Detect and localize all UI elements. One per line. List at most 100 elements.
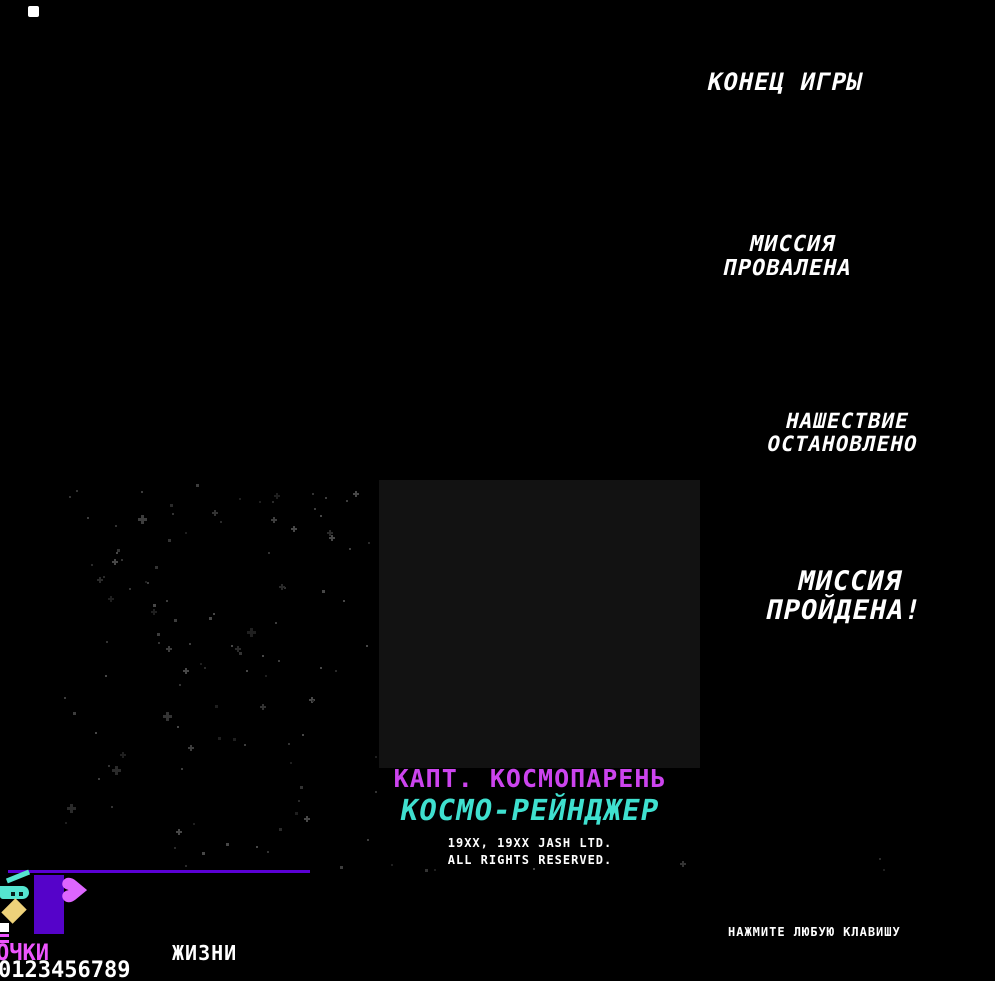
star-dot [322, 590, 325, 593]
star-dot [209, 617, 212, 620]
life-heart-icon: ♥ [56, 874, 96, 906]
star-dot [141, 518, 144, 521]
star-dot [70, 807, 73, 810]
star-dot [121, 559, 123, 561]
star-dot [349, 548, 351, 550]
star-dot [682, 863, 684, 865]
star-dot [99, 579, 101, 581]
star-dot [166, 600, 168, 602]
star-dot [196, 484, 199, 487]
star-dot [290, 762, 292, 764]
star-dot [244, 744, 246, 746]
star-dot [189, 643, 191, 645]
cursor-square-sprite [28, 6, 39, 17]
star-dot [343, 600, 345, 602]
star-dot [375, 791, 377, 793]
star-dot [425, 869, 428, 872]
star-dot [117, 549, 120, 552]
star-dot [320, 667, 322, 669]
star-dot [95, 732, 97, 734]
mission-passed-text: МИССИЯ ПРОЙДЕНА! [762, 566, 925, 627]
star-dot [204, 667, 206, 669]
star-dot [157, 633, 160, 636]
ship-fin [5, 869, 31, 884]
ship-window [11, 892, 15, 896]
star-dot [170, 504, 173, 507]
star-dot [279, 828, 282, 831]
star-dot [281, 586, 283, 588]
star-dot [879, 858, 881, 860]
star-dot [276, 495, 278, 497]
star-dot [262, 706, 264, 708]
star-dot [302, 734, 304, 736]
captain-name-text: КАПТ. КОСМОПАРЕНЬ [393, 764, 667, 793]
star-dot [262, 655, 264, 657]
star-dot [278, 660, 280, 662]
star-dot [325, 497, 327, 499]
star-dot [200, 663, 202, 665]
ship-window [19, 892, 23, 896]
star-dot [129, 588, 131, 590]
star-dot [108, 765, 110, 767]
star-dot [65, 822, 67, 824]
star-dot [220, 521, 222, 523]
star-dot [272, 501, 274, 503]
star-dot [218, 737, 221, 740]
star-dot [375, 756, 377, 758]
star-dot [331, 537, 333, 539]
star-dot [312, 493, 314, 495]
mini-ship-sprite [0, 923, 9, 946]
star-dot [116, 552, 118, 554]
star-dot [202, 852, 205, 855]
star-dot [155, 566, 158, 569]
star-dot [147, 582, 149, 584]
star-dot [250, 631, 253, 634]
star-dot [366, 645, 368, 647]
star-dot [115, 525, 117, 527]
star-dot [275, 622, 277, 624]
star-dot [295, 812, 298, 815]
star-dot [265, 675, 267, 677]
star-dot [293, 528, 295, 530]
star-dot [215, 705, 218, 708]
star-dot [179, 684, 181, 686]
star-dot [69, 496, 71, 498]
star-dot [288, 743, 290, 745]
star-dot [172, 513, 174, 515]
star-dot [368, 542, 370, 544]
star-dot [335, 670, 337, 672]
score-label: ОЧКИ [0, 941, 49, 966]
powerup-block-sprite [34, 875, 64, 934]
star-dot [114, 561, 116, 563]
star-dot [355, 493, 357, 495]
star-dot [237, 648, 239, 650]
star-dot [314, 508, 316, 510]
star-dot [883, 869, 885, 871]
star-dot [185, 532, 187, 534]
star-dot [168, 539, 171, 542]
star-dot [214, 512, 216, 514]
star-dot [306, 818, 308, 820]
star-dot [193, 823, 195, 825]
star-dot [300, 786, 303, 789]
hud-divider-line [8, 870, 310, 873]
star-dot [268, 552, 270, 554]
star-dot [168, 648, 170, 650]
star-dot [233, 738, 236, 741]
star-dot [267, 851, 269, 853]
mission-failed-text: МИССИЯ ПРОВАЛЕНА [720, 232, 855, 281]
star-dot [166, 715, 169, 718]
star-dot [190, 747, 192, 749]
star-dot [91, 564, 93, 566]
star-dot [320, 515, 322, 517]
star-dot [239, 652, 242, 655]
star-dot [153, 604, 156, 607]
star-dot [298, 800, 300, 802]
star-dot [105, 675, 107, 677]
star-dot [256, 846, 258, 848]
game-over-text: КОНЕЦ ИГРЫ [704, 68, 866, 96]
star-dot [106, 641, 108, 643]
star-dot [246, 670, 248, 672]
star-dot [284, 587, 286, 589]
